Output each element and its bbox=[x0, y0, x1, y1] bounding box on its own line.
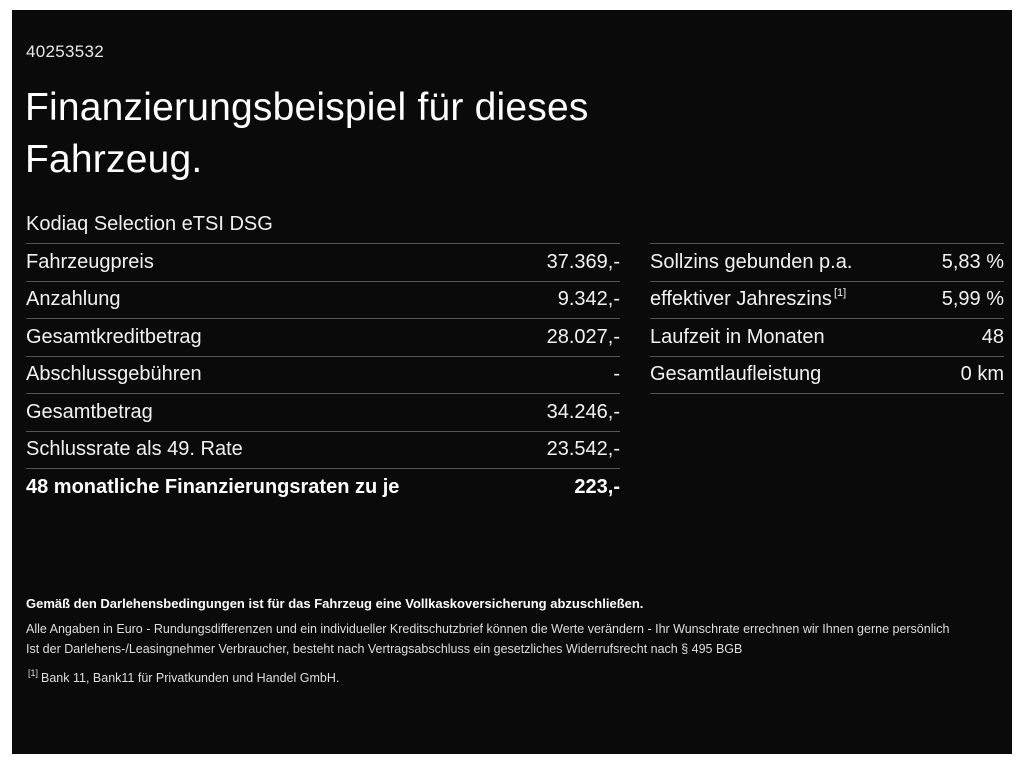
footnote-insurance: Gemäß den Darlehensbedingungen ist für d… bbox=[26, 596, 644, 611]
row-label: Sollzins gebunden p.a. bbox=[650, 250, 853, 273]
title-line-2: Fahrzeug. bbox=[25, 138, 203, 181]
footnote-ref: [1] bbox=[28, 668, 39, 678]
table-row: Gesamtlaufleistung 0 km bbox=[650, 355, 1004, 394]
footnote-bank-text: Bank 11, Bank11 für Privatkunden und Han… bbox=[41, 671, 340, 686]
footnote-euro-note: Alle Angaben in Euro - Rundungsdifferenz… bbox=[26, 622, 950, 636]
row-label: Gesamtbetrag bbox=[26, 400, 153, 423]
row-value: 34.246,- bbox=[546, 400, 620, 423]
row-value: 48 bbox=[981, 325, 1004, 348]
row-label: Schlussrate als 49. Rate bbox=[26, 438, 243, 461]
row-value: 0 km bbox=[960, 363, 1004, 386]
table-row: Gesamtkreditbetrag 28.027,- bbox=[26, 318, 620, 356]
vehicle-id: 40253532 bbox=[26, 42, 105, 61]
row-value: - bbox=[613, 363, 620, 386]
row-value: 9.342,- bbox=[557, 288, 620, 311]
vehicle-model: Kodiaq Selection eTSI DSG bbox=[26, 213, 273, 235]
row-value: 23.542,- bbox=[546, 438, 620, 461]
row-label: 48 monatliche Finanzierungsraten zu je bbox=[26, 475, 400, 498]
table-row: Sollzins gebunden p.a. 5,83 % bbox=[650, 243, 1004, 281]
footnotes: Gemäß den Darlehensbedingungen ist für d… bbox=[26, 596, 996, 690]
row-value: 5,83 % bbox=[941, 250, 1004, 273]
title-line-1: Finanzierungsbeispiel für dieses bbox=[25, 86, 589, 129]
footnote-ref: [1] bbox=[833, 286, 847, 299]
row-label: Fahrzeugpreis bbox=[26, 250, 154, 273]
table-row: Abschlussgebühren - bbox=[26, 355, 620, 394]
table-row: Gesamtbetrag 34.246,- bbox=[26, 393, 620, 431]
footnote-bank: [1] Bank 11, Bank11 für Privatkunden und … bbox=[26, 666, 996, 687]
row-label: Abschlussgebühren bbox=[26, 363, 202, 386]
footnote-widerrufsrecht: Ist der Darlehens-/Leasingnehmer Verbrau… bbox=[26, 642, 743, 656]
row-value: 37.369,- bbox=[546, 250, 620, 273]
table-row-monthly-rate: 48 monatliche Finanzierungsraten zu je 2… bbox=[26, 468, 620, 506]
row-label: effektiver Jahreszins [1] bbox=[650, 286, 847, 311]
row-value: 28.027,- bbox=[546, 325, 620, 348]
table-row: Fahrzeugpreis 37.369,- bbox=[26, 243, 620, 281]
row-value: 5,99 % bbox=[941, 288, 1004, 311]
finance-table-left: Fahrzeugpreis 37.369,- Anzahlung 9.342,-… bbox=[26, 243, 620, 506]
finance-example-slide: 40253532 Finanzierungsbeispiel für diese… bbox=[12, 10, 1012, 754]
row-label-text: effektiver Jahreszins bbox=[650, 288, 832, 311]
table-row: Anzahlung 9.342,- bbox=[26, 280, 620, 319]
row-value: 223,- bbox=[574, 475, 620, 498]
table-row: effektiver Jahreszins [1] 5,99 % bbox=[650, 280, 1004, 319]
row-label: Gesamtkreditbetrag bbox=[26, 325, 202, 348]
table-row: Schlussrate als 49. Rate 23.542,- bbox=[26, 430, 620, 469]
row-label: Gesamtlaufleistung bbox=[650, 363, 822, 386]
page-title: Finanzierungsbeispiel für dieses Fahrzeu… bbox=[25, 82, 589, 186]
finance-table-right: Sollzins gebunden p.a. 5,83 % effektiver… bbox=[650, 243, 1004, 394]
row-label: Anzahlung bbox=[26, 288, 121, 311]
row-label: Laufzeit in Monaten bbox=[650, 325, 825, 348]
table-row: Laufzeit in Monaten 48 bbox=[650, 318, 1004, 356]
